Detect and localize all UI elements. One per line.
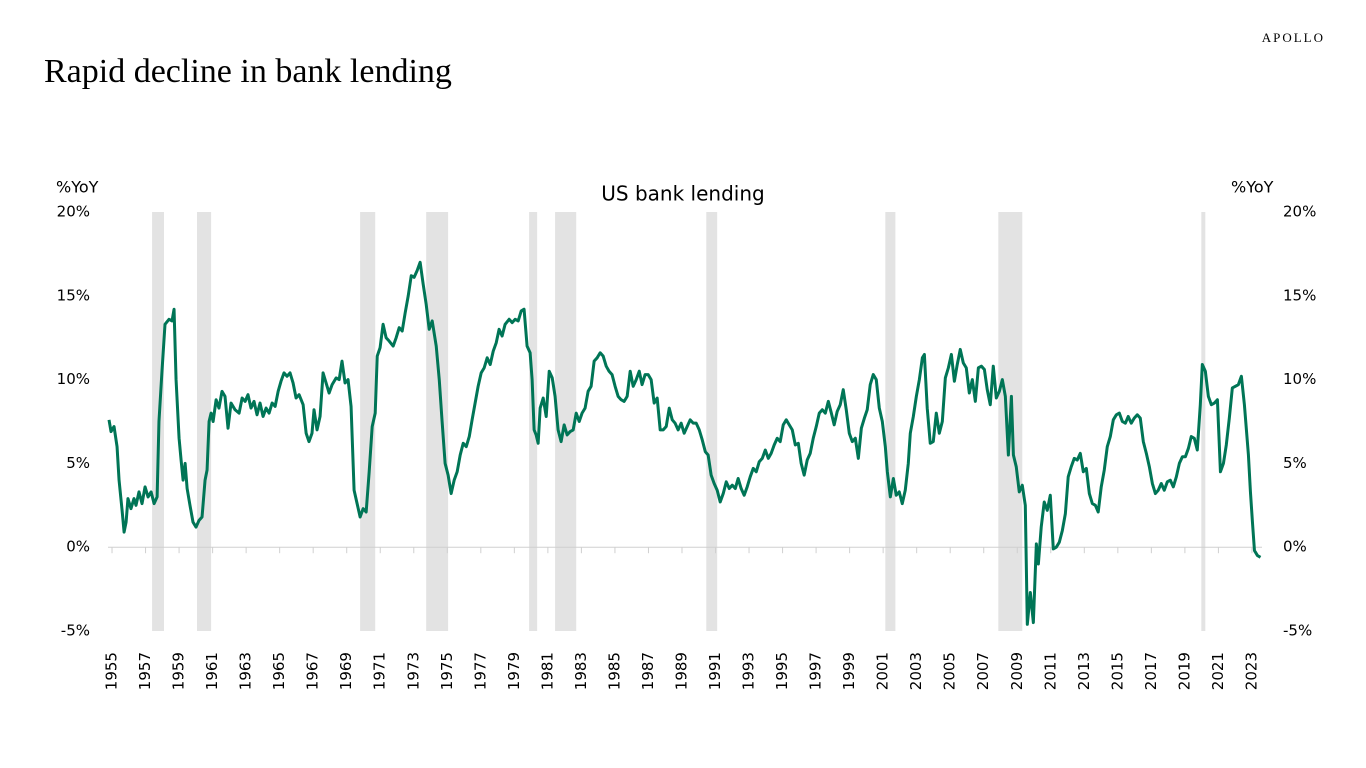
x-tick-label: 2017 bbox=[1142, 652, 1160, 690]
x-tick-label: 1989 bbox=[672, 652, 690, 690]
y-tick-label: 10% bbox=[57, 370, 90, 388]
x-tick-label: 1987 bbox=[639, 652, 657, 690]
brand: APOLLO bbox=[1262, 30, 1325, 45]
recession-band bbox=[555, 212, 577, 631]
axes: -5% 0% 5% 10% 15% 20% -5% 0% 5% 10% 15% 20% 1955 1957… bbox=[57, 203, 1317, 691]
x-tick-label: 2013 bbox=[1075, 652, 1093, 690]
x-tick-label: 1999 bbox=[840, 652, 858, 690]
y-tick-label: 15% bbox=[57, 286, 90, 304]
x-tick-label: 1991 bbox=[706, 652, 724, 690]
y2-tick-label: 10% bbox=[1283, 370, 1316, 388]
x-tick-label: 1983 bbox=[572, 652, 590, 690]
y-axis-label: %YoY bbox=[56, 178, 99, 197]
y2-tick-label: 20% bbox=[1283, 203, 1316, 221]
x-tick-label: 2007 bbox=[974, 652, 992, 690]
x-tick-label: 2011 bbox=[1041, 652, 1059, 690]
x-tick-label: 2019 bbox=[1175, 652, 1193, 690]
x-tick-label: 1995 bbox=[773, 652, 791, 690]
recession-band bbox=[360, 212, 376, 631]
x-tick-label: 2009 bbox=[1008, 652, 1026, 690]
page-title: Rapid decline in bank lending bbox=[44, 53, 452, 90]
plot bbox=[107, 260, 1262, 626]
x-tick-label: 1957 bbox=[136, 652, 154, 690]
x-tick-label: 2021 bbox=[1209, 652, 1227, 690]
recession-band bbox=[885, 212, 896, 631]
recession-band bbox=[197, 212, 212, 631]
x-tick-label: 1965 bbox=[270, 652, 288, 690]
y-tick-label: 20% bbox=[57, 203, 90, 221]
recession-bands bbox=[152, 212, 1206, 631]
x-tick-label: 1959 bbox=[170, 652, 188, 690]
y2-tick-label: -5% bbox=[1283, 622, 1312, 640]
data-line bbox=[107, 260, 1262, 626]
x-tick-label: 1997 bbox=[807, 652, 825, 690]
x-tick-label: 2005 bbox=[941, 652, 959, 690]
x-tick-label: 1979 bbox=[505, 652, 523, 690]
x-tick-label: 1985 bbox=[605, 652, 623, 690]
x-tick-label: 1973 bbox=[404, 652, 422, 690]
x-tick-label: 1981 bbox=[538, 652, 556, 690]
y2-tick-label: 5% bbox=[1283, 454, 1307, 472]
x-tick-label: 1993 bbox=[740, 652, 758, 690]
y-tick-label: -5% bbox=[61, 622, 90, 640]
x-tick-label: 2001 bbox=[874, 652, 892, 690]
y2-tick-label: 0% bbox=[1283, 538, 1307, 556]
x-tick-label: 1975 bbox=[438, 652, 456, 690]
recession-band bbox=[706, 212, 718, 631]
x-tick-label: 1967 bbox=[304, 652, 322, 690]
x-tick-label: 1977 bbox=[471, 652, 489, 690]
y2-axis-label: %YoY bbox=[1231, 178, 1274, 197]
x-tick-label: 2023 bbox=[1242, 652, 1260, 690]
x-tick-label: 1971 bbox=[371, 652, 389, 690]
x-tick-label: 1963 bbox=[237, 652, 255, 690]
x-tick-label: 1955 bbox=[103, 652, 121, 690]
x-tick-label: 1961 bbox=[203, 652, 221, 690]
y-tick-label: 5% bbox=[66, 454, 90, 472]
chart-title: US bank lending bbox=[601, 182, 764, 206]
x-tick-label: 1969 bbox=[337, 652, 355, 690]
recession-band bbox=[426, 212, 449, 631]
x-tick-label: 2015 bbox=[1108, 652, 1126, 690]
recession-band bbox=[1201, 212, 1206, 631]
y2-tick-label: 15% bbox=[1283, 286, 1316, 304]
y-tick-label: 0% bbox=[66, 538, 90, 556]
x-tick-label: 2003 bbox=[907, 652, 925, 690]
